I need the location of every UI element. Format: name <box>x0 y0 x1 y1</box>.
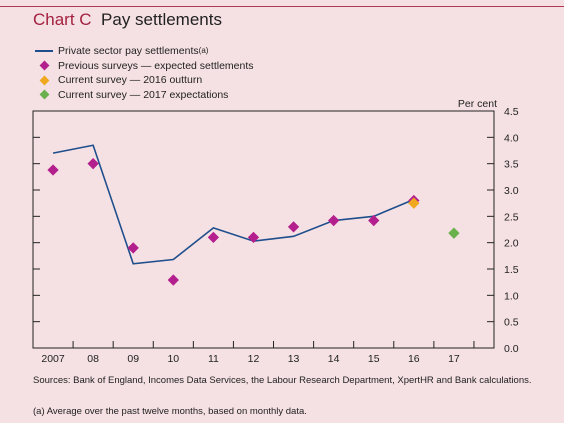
series-point-3 <box>448 227 460 239</box>
series-point-1 <box>287 221 300 233</box>
x-tick-label: 13 <box>288 353 300 365</box>
legend-line-footnote: (a) <box>198 46 209 55</box>
series-point-1 <box>47 164 59 176</box>
footnote-a: (a) Average over the past twelve months,… <box>33 406 307 417</box>
y-tick-label: 1.5 <box>504 264 519 276</box>
chart-prefix: Chart C <box>33 10 92 29</box>
legend-item-line: Private sector pay settlements (a) <box>33 44 254 59</box>
top-rule <box>0 6 564 7</box>
y-axis-label: Per cent <box>458 98 497 110</box>
series-point-1 <box>368 214 380 227</box>
y-tick-label: 2.5 <box>504 211 519 223</box>
x-tick-label: 15 <box>368 353 380 365</box>
series-line-private-sector <box>52 144 415 265</box>
series-point-2 <box>408 197 420 209</box>
x-tick-label: 14 <box>328 353 340 365</box>
x-tick-label: 16 <box>408 353 420 365</box>
y-tick-label: 4.5 <box>504 106 519 118</box>
y-tick-label: 3.5 <box>504 159 519 171</box>
y-tick-label: 1.0 <box>504 290 519 302</box>
series-point-1 <box>127 242 139 254</box>
x-tick-label: 10 <box>167 353 179 365</box>
x-tick-label: 17 <box>448 353 460 365</box>
x-tick-label: 2007 <box>41 353 65 365</box>
sources-note: Sources: Bank of England, Incomes Data S… <box>33 375 532 386</box>
y-tick-label: 0.5 <box>504 317 519 329</box>
legend-item-outturn: Current survey — 2016 outturn <box>33 73 254 88</box>
x-tick-label: 11 <box>208 353 219 365</box>
y-tick-label: 4.0 <box>504 132 519 144</box>
legend-outturn-label: Current survey — 2016 outturn <box>58 74 203 86</box>
legend-line-label: Private sector pay settlements <box>58 45 199 57</box>
x-tick-label: 09 <box>127 353 139 365</box>
y-tick-label: 3.0 <box>504 185 519 197</box>
x-tick-label: 08 <box>87 353 99 365</box>
legend-expectations-label: Current survey — 2017 expectations <box>58 88 229 101</box>
chart-title: Chart C Pay settlements <box>33 10 222 30</box>
legend-line-swatch <box>33 44 55 58</box>
series-point-1 <box>247 231 260 244</box>
legend-item-expectations: Current survey — 2017 expectations <box>33 88 254 103</box>
series-point-1 <box>327 214 340 227</box>
chart-title-text: Pay settlements <box>101 10 222 29</box>
x-tick-label: 12 <box>248 353 260 365</box>
series-point-1 <box>167 274 179 286</box>
legend-item-previous: Previous surveys — expected settlements <box>33 59 254 74</box>
series-point-1 <box>207 231 220 244</box>
legend: Private sector pay settlements (a) Previo… <box>33 44 254 102</box>
legend-previous-label: Previous surveys — expected settlements <box>58 59 254 72</box>
plot-frame <box>32 110 495 349</box>
y-tick-label: 2.0 <box>504 238 519 250</box>
y-tick-label: 0.0 <box>504 343 519 355</box>
series-point-1 <box>87 158 99 170</box>
